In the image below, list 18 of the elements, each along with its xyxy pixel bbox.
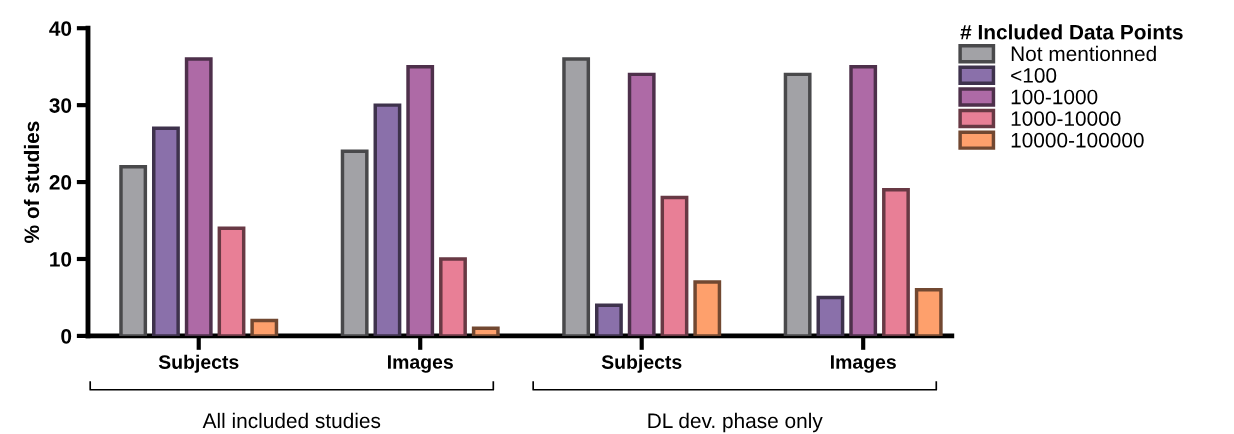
legend-label: <100 [1011, 68, 1057, 83]
y-tick-label: 0 [61, 328, 72, 344]
text: DL dev. phase only [648, 412, 823, 433]
y-tick-label: 40 [49, 21, 72, 36]
legend-label: 10000-100000 [1011, 132, 1144, 148]
y-tick-label: 20 [49, 175, 72, 190]
legend-label: 100-1000 [1011, 89, 1098, 105]
legend-label: 1000-10000 [1011, 111, 1121, 126]
legend-title: # Included Data Points [960, 24, 1183, 40]
text: All included studies [202, 412, 381, 429]
y-axis-title: % of studies [23, 121, 40, 243]
y-tick-label: 30 [49, 98, 72, 113]
x-tick-label: Images [388, 355, 453, 373]
x-tick-label: Images [830, 355, 896, 373]
y-tick-label: 10 [50, 251, 72, 267]
legend-label: Not mentionned [1011, 45, 1156, 62]
x-tick-label: Subjects [601, 354, 682, 373]
x-tick-label: Subjects [158, 354, 239, 373]
